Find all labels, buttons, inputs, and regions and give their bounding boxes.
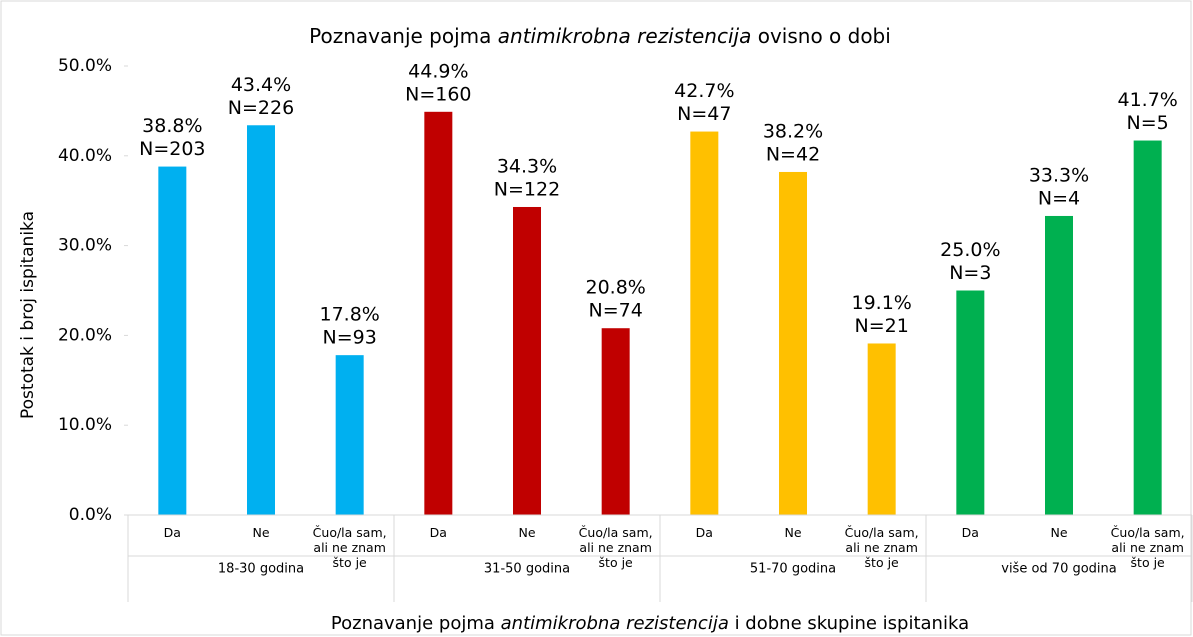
y-tick-label: 30.0% (58, 236, 112, 256)
y-tick-label: 0.0% (69, 505, 112, 525)
bar (601, 328, 630, 515)
group-label: više od 70 godina (1001, 562, 1117, 577)
title-part: ovisno o dobi (751, 24, 890, 48)
count-label: N=160 (405, 83, 471, 105)
bar (1045, 215, 1073, 515)
bar (158, 166, 187, 516)
title-part: Poznavanje pojma (309, 24, 498, 48)
group-label: 31-50 godina (484, 562, 570, 577)
count-label: N=122 (494, 178, 560, 200)
count-label: N=4 (1038, 187, 1080, 209)
value-label: 33.3% (1029, 164, 1089, 186)
group-label: 18-30 godina (218, 562, 304, 577)
count-label: N=226 (228, 97, 294, 119)
count-label: N=47 (677, 103, 731, 125)
bar (424, 111, 453, 515)
value-label: 25.0% (940, 239, 1000, 261)
count-label: N=74 (589, 300, 643, 322)
count-label: N=42 (766, 143, 820, 165)
bar (690, 131, 719, 515)
y-tick-label: 10.0% (58, 415, 112, 435)
value-label: 38.2% (763, 120, 823, 142)
x-tick-label: Čuo/la sam, ali ne znam što je (578, 525, 653, 570)
x-tick-label: Ne (252, 525, 270, 540)
x-tick-label: Ne (784, 525, 802, 540)
x-tick-label: Čuo/la sam, ali ne znam što je (1110, 525, 1185, 570)
count-label: N=93 (323, 327, 377, 349)
value-label: 17.8% (319, 304, 379, 326)
bar (247, 125, 275, 515)
bar (956, 290, 985, 515)
value-label: 19.1% (851, 292, 911, 314)
x-tick-label: Ne (1050, 525, 1068, 540)
bar (867, 343, 896, 515)
count-label: N=21 (855, 315, 909, 337)
value-label: 43.4% (231, 74, 291, 96)
title-part: antimikrobna rezistencija (498, 24, 752, 48)
count-label: N=3 (949, 262, 991, 284)
x-tick-label: Da (163, 525, 181, 540)
x-tick-label: Da (961, 525, 979, 540)
chart-title: Poznavanje pojma antimikrobna rezistenci… (309, 24, 891, 48)
group-label: 51-70 godina (750, 562, 836, 577)
count-label: N=203 (139, 138, 205, 160)
bar (335, 355, 364, 515)
x-tick-label: Da (429, 525, 447, 540)
bar (1133, 140, 1162, 515)
bar (513, 206, 541, 515)
x-axis-title: Poznavanje pojma antimikrobna rezistenci… (331, 613, 969, 634)
x-tick-label: Čuo/la sam, ali ne znam što je (312, 525, 387, 570)
value-label: 41.7% (1117, 89, 1177, 111)
y-tick-label: 50.0% (58, 56, 112, 76)
x-tick-label: Ne (518, 525, 536, 540)
x-tick-label: Da (695, 525, 713, 540)
x-title-part: Poznavanje pojma (331, 613, 501, 634)
y-tick-label: 20.0% (58, 325, 112, 345)
value-label: 42.7% (674, 80, 734, 102)
value-label: 38.8% (142, 115, 202, 137)
value-label: 44.9% (408, 60, 468, 82)
value-label: 20.8% (585, 277, 645, 299)
y-tick-label: 40.0% (58, 146, 112, 166)
bar (779, 171, 807, 516)
x-title-part: antimikrobna rezistencija (501, 613, 729, 634)
value-label: 34.3% (497, 155, 557, 177)
x-title-part: i dobne skupine ispitanika (729, 613, 969, 634)
count-label: N=5 (1127, 112, 1169, 134)
x-tick-label: Čuo/la sam, ali ne znam što je (844, 525, 919, 570)
y-axis-title: Postotak i broj ispitanika (18, 211, 38, 419)
